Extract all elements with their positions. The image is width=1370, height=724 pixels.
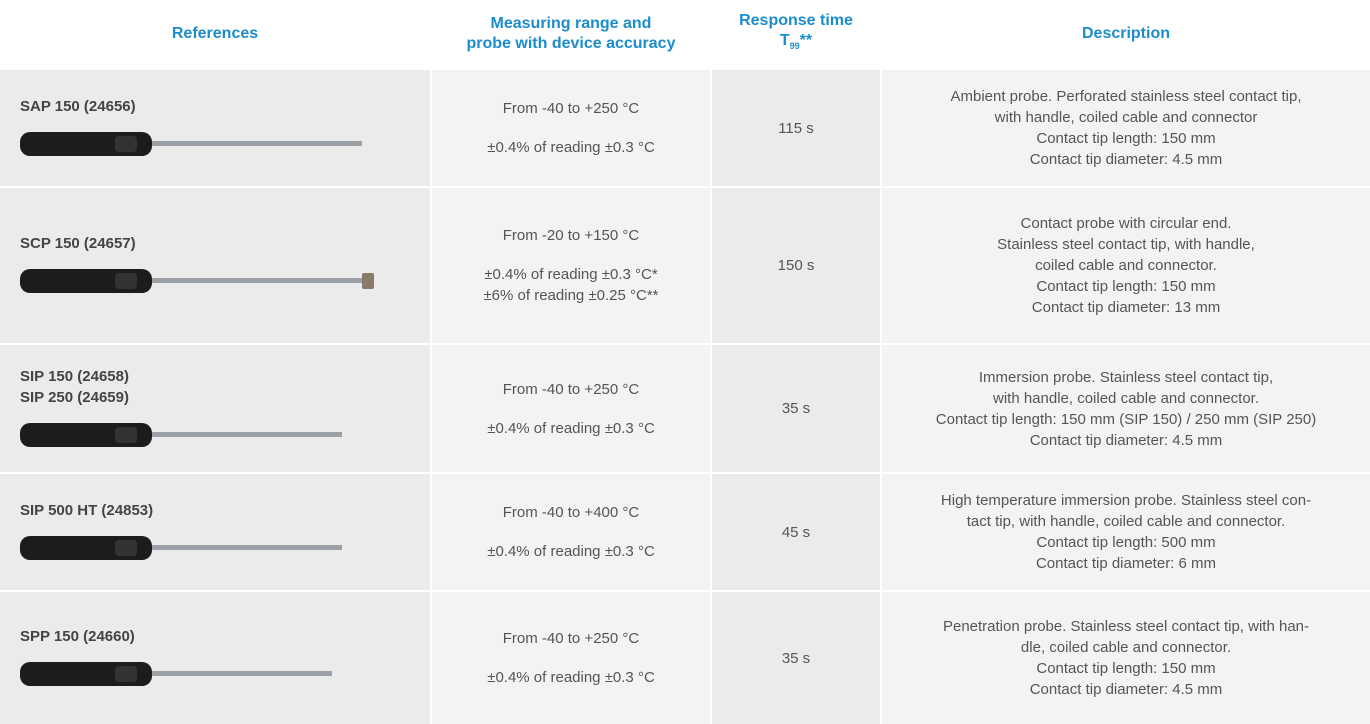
accuracy: ±0.4% of reading ±0.3 °C*	[484, 266, 658, 283]
description-line: tact tip, with handle, coiled cable and …	[966, 513, 1286, 530]
range: From -40 to +400 °C	[502, 504, 640, 521]
description-line: Contact tip length: 150 mm (SIP 150) / 2…	[935, 410, 1317, 428]
description-line: Contact tip diameter: 13 mm	[1031, 299, 1221, 316]
range: From -40 to +250 °C	[502, 630, 640, 647]
table-cell: SIP 150 (24658) SIP 250 (24659)	[0, 345, 430, 472]
reference: SPP 150 (24660)	[20, 627, 135, 645]
range: From -20 to +150 °C	[502, 227, 640, 244]
description-line: Contact tip length: 150 mm	[1036, 278, 1216, 295]
table-cell: From -40 to +250 °C ±0.4% of reading ±0.3…	[432, 592, 710, 724]
table-cell: 35 s	[712, 345, 880, 472]
table-cell: SAP 150 (24656)	[0, 70, 430, 186]
accuracy: ±0.4% of reading ±0.3 °C	[487, 543, 655, 560]
response-time: 35 s	[781, 400, 811, 417]
description-line: Contact tip diameter: 4.5 mm	[1029, 431, 1223, 449]
description-line: High temperature immersion probe. Stainl…	[940, 492, 1312, 509]
description-line: Contact tip length: 500 mm	[1036, 534, 1216, 551]
reference: SIP 250 (24659)	[20, 388, 129, 406]
table-cell: High temperature immersion probe. Stainl…	[882, 474, 1370, 590]
table-cell: SIP 500 HT (24853)	[0, 474, 430, 590]
description-line: Contact tip length: 150 mm	[1036, 660, 1216, 677]
response-time: 35 s	[781, 649, 811, 667]
probe-rod	[152, 140, 362, 146]
description-line: dle, coiled cable and connector.	[1020, 639, 1232, 656]
table-cell: SPP 150 (24660)	[0, 592, 430, 724]
description-line: Contact tip length: 150 mm	[1036, 130, 1216, 147]
reference: SIP 150 (24658)	[20, 367, 129, 385]
description-line: with handle, coiled cable and connector.	[992, 389, 1259, 407]
probe-button	[115, 539, 137, 556]
description-line: Ambient probe. Perforated stainless stee…	[950, 88, 1302, 105]
description-line: Contact tip diameter: 4.5 mm	[1029, 681, 1223, 698]
header-cell: Measuring range and probe with device ac…	[432, 0, 710, 68]
reference: SIP 500 HT (24853)	[20, 501, 154, 519]
table-cell: Immersion probe. Stainless steel contact…	[882, 345, 1370, 472]
table-cell: From -40 to +250 °C ±0.4% of reading ±0.3…	[432, 70, 710, 186]
description-line: Contact probe with circular end.	[1020, 215, 1232, 232]
table-cell: Ambient probe. Perforated stainless stee…	[882, 70, 1370, 186]
description-line: coiled cable and connector.	[1035, 257, 1217, 274]
subscript: 99	[789, 41, 800, 52]
header-cell: Response time T99**	[712, 0, 880, 68]
description-line: Contact tip diameter: 6 mm	[1035, 555, 1217, 572]
header-cell: References	[0, 0, 430, 68]
range: From -40 to +250 °C	[502, 380, 640, 398]
header-text: References	[171, 25, 259, 42]
probe-image	[20, 661, 332, 686]
table-cell: 150 s	[712, 188, 880, 343]
table-cell: From -40 to +400 °C ±0.4% of reading ±0.3…	[432, 474, 710, 590]
reference: SAP 150 (24656)	[20, 97, 136, 115]
description-line: Penetration probe. Stainless steel conta…	[942, 618, 1310, 635]
accuracy: ±0.4% of reading ±0.3 °C	[487, 419, 655, 437]
probe-rod	[152, 670, 332, 676]
table-cell: Contact probe with circular end. Stainles…	[882, 188, 1370, 343]
table-cell: Penetration probe. Stainless steel conta…	[882, 592, 1370, 724]
probe-button	[115, 426, 137, 443]
reference: SCP 150 (24657)	[20, 235, 136, 252]
header-text: Measuring range and	[490, 15, 652, 32]
header-text: Response time	[739, 12, 853, 30]
probe-tip	[362, 273, 374, 289]
suffix: **	[799, 32, 813, 50]
description-line: Immersion probe. Stainless steel contact…	[978, 368, 1274, 386]
table-cell: 115 s	[712, 70, 880, 186]
table-cell: 45 s	[712, 474, 880, 590]
description-line: with handle, coiled cable and connector	[994, 109, 1258, 126]
probe-image	[20, 535, 342, 560]
table-cell: 35 s	[712, 592, 880, 724]
accuracy: ±0.4% of reading ±0.3 °C	[487, 669, 655, 686]
probe-button	[115, 665, 137, 682]
range: From -40 to +250 °C	[502, 100, 640, 117]
accuracy: ±6% of reading ±0.25 °C**	[483, 287, 659, 304]
response-time: 150 s	[777, 257, 815, 274]
header-symbol: T99**	[780, 31, 812, 56]
probe-button	[115, 273, 137, 289]
description-line: Contact tip diameter: 4.5 mm	[1029, 151, 1223, 168]
response-time: 115 s	[778, 119, 814, 137]
probe-image	[20, 131, 362, 156]
accuracy: ±0.4% of reading ±0.3 °C	[487, 139, 655, 156]
table-cell: From -20 to +150 °C ±0.4% of reading ±0.3…	[432, 188, 710, 343]
header-text: probe with device accuracy	[466, 35, 676, 52]
table-cell: SCP 150 (24657)	[0, 188, 430, 343]
description-line: Stainless steel contact tip, with handle…	[997, 236, 1255, 253]
header-text: Description	[1081, 25, 1170, 42]
probe-rod	[152, 431, 342, 437]
response-time: 45 s	[781, 523, 811, 541]
header-cell: Description	[882, 0, 1370, 68]
probe-rod	[152, 278, 362, 283]
probe-button	[115, 135, 137, 152]
probe-image	[20, 422, 342, 447]
probe-rod	[152, 544, 342, 550]
probe-image	[20, 269, 374, 293]
symbol: T	[779, 32, 790, 50]
table-cell: From -40 to +250 °C ±0.4% of reading ±0.3…	[432, 345, 710, 472]
